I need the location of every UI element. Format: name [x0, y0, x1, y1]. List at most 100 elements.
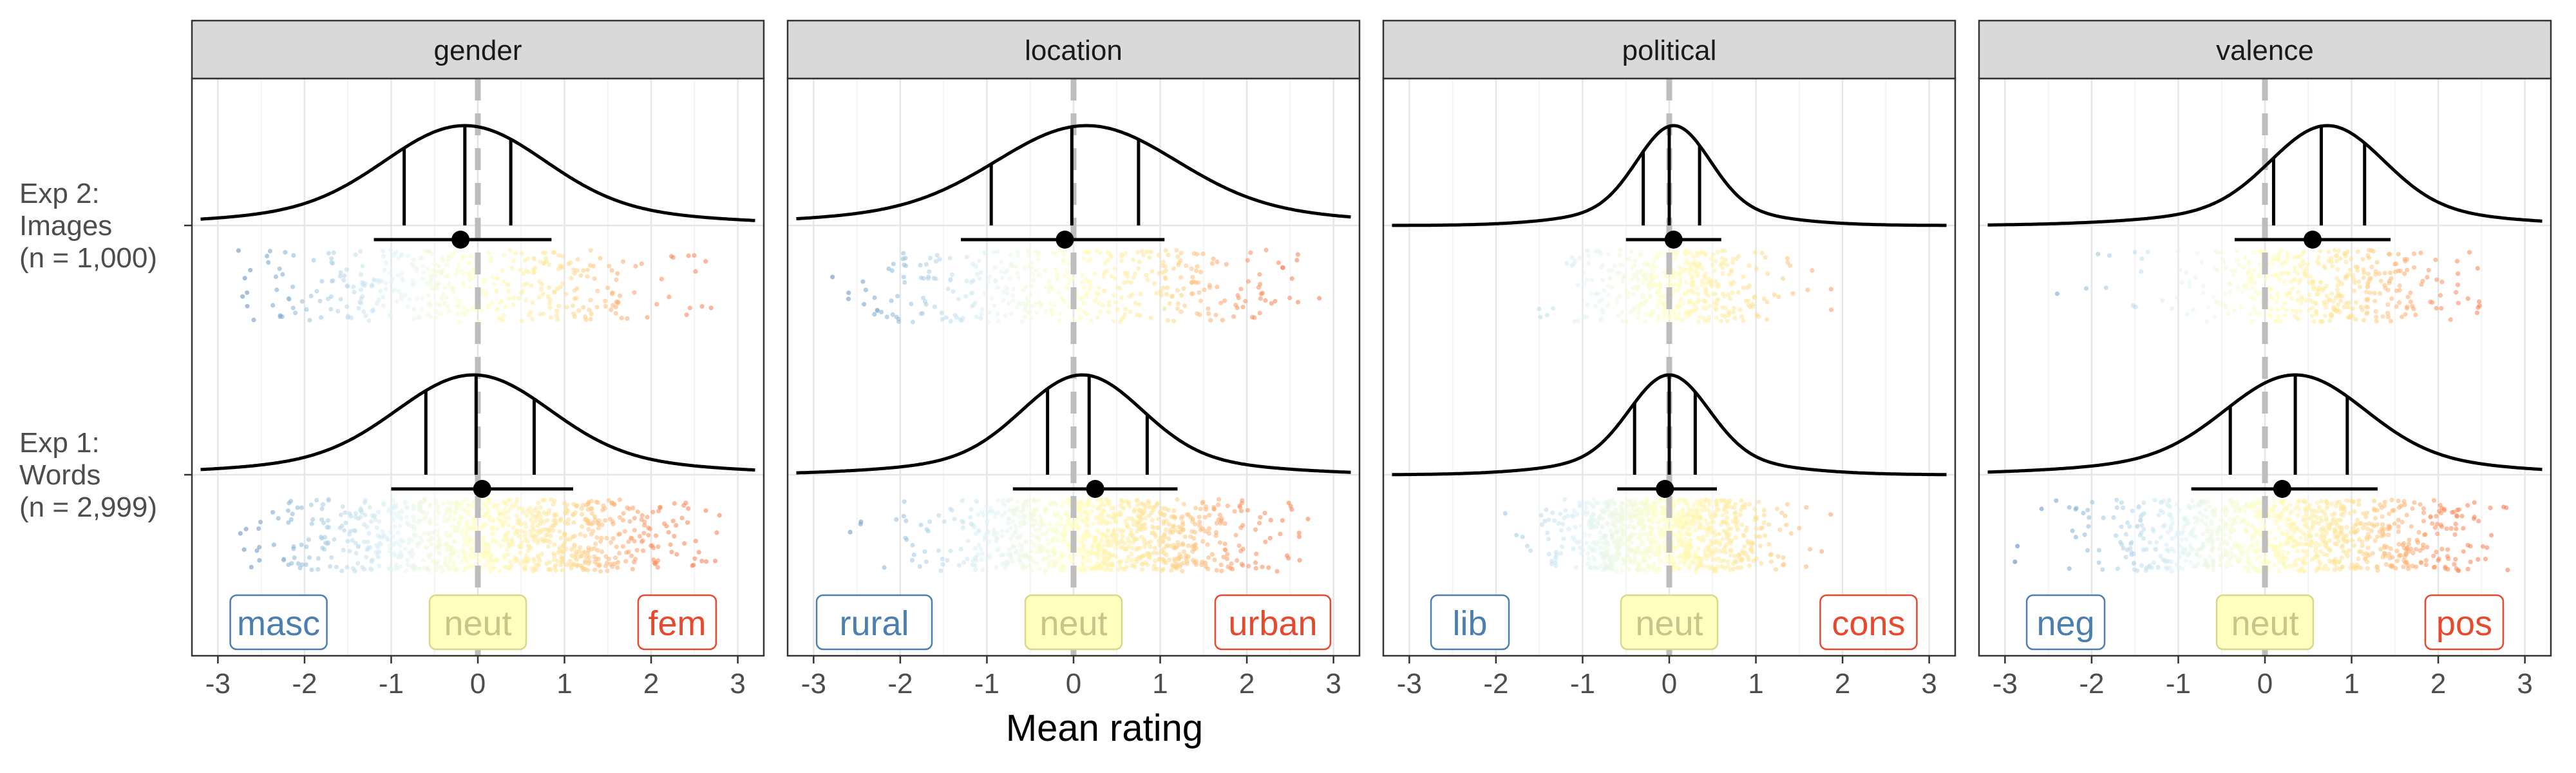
rain-point: [1584, 505, 1589, 510]
rain-point: [1248, 250, 1253, 255]
rain-point: [1166, 522, 1171, 527]
rain-point: [2338, 298, 2343, 303]
rain-point: [534, 505, 539, 511]
rain-point: [433, 515, 439, 520]
rain-point: [1225, 503, 1230, 508]
rain-point: [1747, 502, 1752, 507]
rain-point: [1562, 497, 1567, 502]
rain-point: [1009, 526, 1014, 531]
rain-point: [2311, 319, 2316, 324]
rain-point: [580, 524, 585, 530]
rain-point: [609, 540, 614, 545]
rain-point: [417, 256, 422, 261]
rain-point: [495, 540, 500, 545]
rain-point: [2353, 317, 2358, 322]
rain-point: [451, 251, 457, 256]
rain-point: [394, 299, 399, 304]
rain-point: [1034, 268, 1039, 273]
rain-point: [1164, 560, 1169, 566]
rain-point: [2269, 287, 2274, 292]
rain-point: [1121, 506, 1126, 511]
rain-point: [934, 253, 940, 258]
rain-point: [1221, 555, 1226, 560]
rain-point: [986, 529, 991, 535]
rain-point: [1134, 520, 1139, 525]
rain-point: [1029, 283, 1034, 289]
rain-point: [1258, 515, 1263, 520]
rain-point: [1260, 564, 1265, 569]
rain-point: [375, 554, 381, 559]
rain-point: [983, 533, 988, 539]
rain-point: [1031, 509, 1036, 514]
rain-point: [1652, 534, 1657, 540]
rain-point: [585, 274, 590, 279]
rain-point: [387, 548, 392, 553]
rain-point: [1549, 558, 1555, 564]
rain-point: [1091, 504, 1096, 509]
rain-point: [917, 564, 922, 569]
rain-point: [933, 276, 938, 282]
rain-point: [989, 296, 994, 301]
rain-point: [1222, 298, 1227, 303]
rain-point: [1653, 265, 1658, 270]
rain-point: [2251, 305, 2257, 310]
rain-point: [1600, 278, 1605, 283]
rain-point: [1752, 250, 1757, 255]
rain-point: [830, 274, 835, 280]
rain-point: [1673, 256, 1678, 262]
rain-point: [1608, 528, 1613, 533]
rain-point: [434, 309, 439, 314]
rain-point: [1604, 554, 1609, 559]
rain-point: [587, 307, 592, 312]
rain-point: [245, 303, 250, 309]
rain-point: [267, 249, 272, 254]
rain-point: [1243, 299, 1248, 304]
rain-point: [558, 285, 563, 290]
rain-point: [949, 272, 954, 277]
rain-point: [629, 553, 634, 558]
rain-point: [2179, 280, 2184, 285]
rain-point: [1021, 287, 1026, 292]
rain-point: [1150, 531, 1155, 536]
rain-point: [1765, 317, 1770, 322]
rain-point: [353, 252, 358, 257]
rain-point: [1702, 548, 1707, 554]
rain-point: [1177, 260, 1182, 265]
rain-point: [1578, 523, 1584, 528]
rain-point: [350, 566, 356, 571]
rain-point: [2365, 310, 2370, 315]
rain-point: [1176, 530, 1181, 535]
rain-point: [2174, 502, 2179, 507]
rain-point: [405, 562, 410, 568]
rain-point: [972, 546, 978, 551]
rain-point: [435, 533, 440, 539]
rain-point: [1714, 498, 1719, 503]
rain-point: [2335, 283, 2340, 288]
rain-point: [641, 531, 647, 536]
rain-point: [332, 537, 337, 542]
rain-point: [460, 549, 466, 555]
rain-point: [380, 248, 386, 254]
rain-point: [519, 528, 525, 533]
rain-point: [1034, 310, 1039, 316]
rain-point: [1262, 510, 1267, 516]
rain-point: [1021, 520, 1027, 526]
rain-point: [1731, 305, 1737, 310]
rain-point: [2343, 274, 2348, 280]
rain-point: [552, 289, 557, 294]
rain-point: [427, 249, 432, 254]
rain-point: [1060, 564, 1065, 569]
rain-point: [531, 534, 536, 539]
rain-point: [1124, 271, 1130, 276]
rain-point: [572, 533, 577, 539]
rain-point: [1620, 501, 1625, 506]
rain-point: [270, 510, 276, 515]
rain-point: [1681, 301, 1686, 306]
rain-point: [594, 305, 600, 310]
rain-point: [581, 305, 586, 310]
rain-point: [1805, 287, 1810, 292]
rain-point: [1783, 513, 1788, 519]
rain-point: [1168, 528, 1173, 533]
rain-point: [696, 549, 701, 555]
